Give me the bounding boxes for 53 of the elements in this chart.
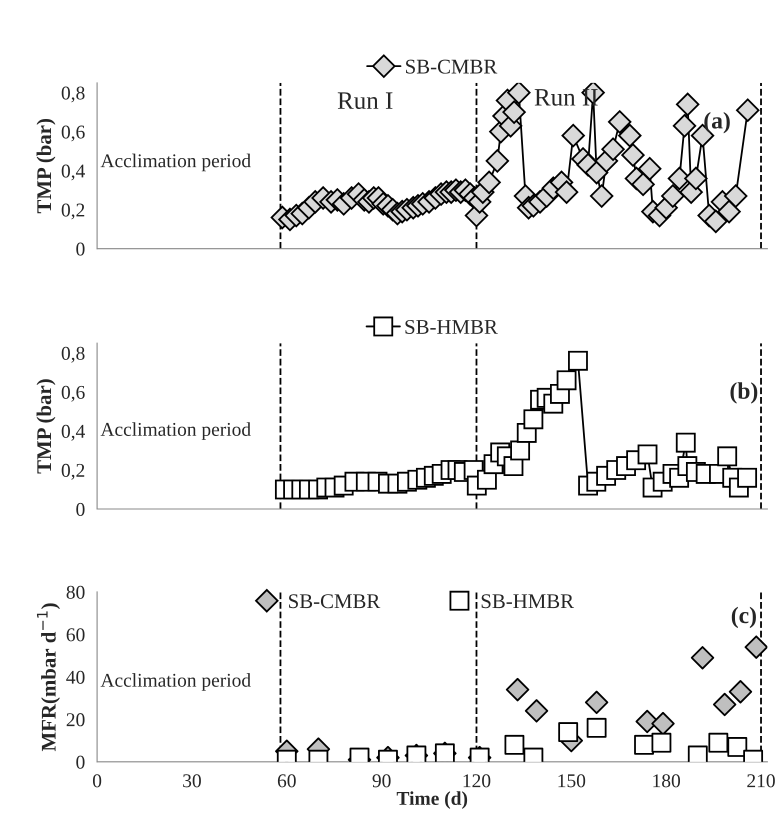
point <box>717 446 738 466</box>
annotation: Acclimation period <box>100 422 251 440</box>
x-tick-label: 180 <box>653 774 680 788</box>
y-tick-label: 0,8 <box>62 346 85 363</box>
annotation: Acclimation period <box>100 154 251 172</box>
point <box>728 680 752 704</box>
y-tick-label: 0,4 <box>62 424 85 441</box>
y-tick-label: 20 <box>66 713 85 726</box>
point <box>558 722 578 742</box>
annotation: Run I <box>338 92 392 110</box>
x-tick-label: 150 <box>558 774 586 788</box>
annotation: (c) <box>732 606 756 628</box>
x-tick-label: 60 <box>278 774 296 788</box>
x-tick-label: 30 <box>183 774 201 788</box>
y-tick-label: 0,4 <box>62 164 85 180</box>
point <box>556 370 577 390</box>
x-tick-label: 90 <box>372 774 391 788</box>
x-axis-title: Time (d) <box>396 791 468 809</box>
y-axis-title: MFR(mbar d$^{−1}$) <box>36 603 60 752</box>
x-tick-label: 120 <box>464 774 490 788</box>
point <box>523 409 544 430</box>
point <box>690 646 714 670</box>
y-tick-label: 40 <box>66 670 85 684</box>
y-tick-label: 0,8 <box>62 86 85 102</box>
y-tick-label: 0,6 <box>62 386 85 402</box>
point <box>744 635 768 659</box>
x-tick-label: 0 <box>92 774 102 788</box>
point <box>638 444 658 464</box>
legend-label: SB-CMBR <box>289 594 380 608</box>
y-tick-label: 60 <box>66 628 85 642</box>
legend-label: SB-CMBR <box>406 60 498 74</box>
annotation: Acclimation period <box>100 673 251 691</box>
point <box>676 432 696 453</box>
legend-label: SB-HMBR <box>482 594 574 608</box>
point <box>584 690 608 714</box>
y-tick-label: 0,6 <box>62 125 85 142</box>
y-tick-label: 0 <box>76 242 85 256</box>
y-axis-title: TMP (bar) <box>36 118 56 214</box>
x-tick-label: 210 <box>747 774 775 788</box>
point <box>510 440 530 460</box>
point <box>506 678 530 702</box>
point <box>712 692 736 716</box>
y-tick-label: 0,2 <box>62 464 84 480</box>
point <box>524 699 548 723</box>
annotation: (a) <box>704 112 730 134</box>
y-tick-label: 80 <box>66 586 85 599</box>
y-axis-title: TMP (bar) <box>36 379 56 474</box>
legend-label: SB-HMBR <box>405 320 498 334</box>
y-tick-label: 0 <box>76 756 85 769</box>
y-tick-label: 0,2 <box>62 204 84 220</box>
y-tick-label: 0 <box>76 502 85 516</box>
point <box>737 468 758 488</box>
annotation: (b) <box>730 382 758 404</box>
